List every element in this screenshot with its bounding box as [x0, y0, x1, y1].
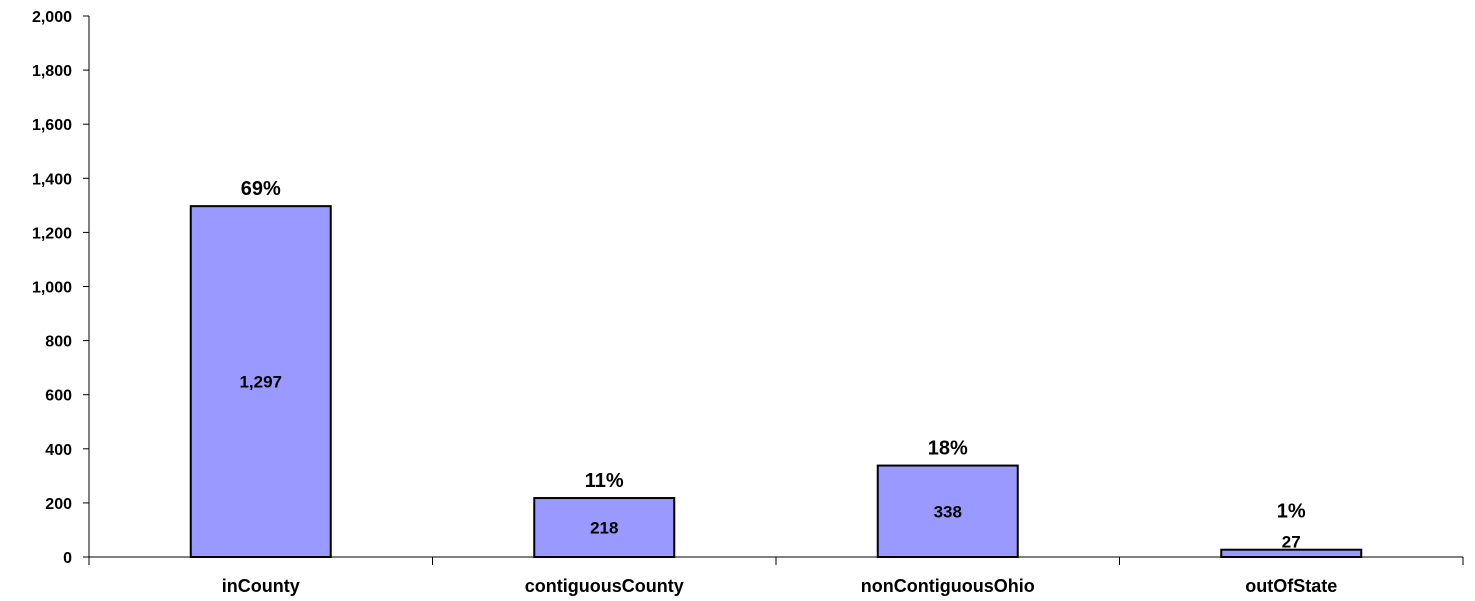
x-tick-label: outOfState — [1245, 576, 1337, 596]
percent-label: 11% — [585, 470, 624, 492]
y-tick-label: 1,600 — [32, 117, 72, 134]
bar — [876, 464, 1019, 559]
value-label: 1,297 — [239, 373, 282, 392]
y-tick-label: 200 — [45, 496, 72, 513]
percent-label: 69% — [241, 178, 281, 200]
bar — [533, 497, 676, 559]
value-label: 218 — [590, 519, 618, 538]
bar — [1220, 548, 1363, 558]
y-tick-label: 2,000 — [32, 9, 72, 26]
value-label: 338 — [934, 502, 962, 521]
y-tick-label: 400 — [45, 442, 72, 459]
percent-label: 1% — [1277, 501, 1306, 523]
x-tick-label: nonContiguousOhio — [861, 576, 1035, 596]
bars — [189, 205, 1363, 559]
y-tick-label: 600 — [45, 388, 72, 405]
bar — [189, 205, 332, 558]
y-tick-label: 1,200 — [32, 225, 72, 242]
y-axis: 0 200 400 600 800 1,000 1,200 1,400 1,600 1,800 2,… — [32, 9, 90, 567]
percent-label: 18% — [928, 438, 968, 460]
y-tick-label: 1,400 — [32, 171, 72, 188]
y-tick-label: 0 — [63, 550, 72, 567]
y-tick-label: 800 — [45, 334, 72, 351]
value-label: 27 — [1282, 533, 1301, 552]
x-tick-label: inCounty — [222, 576, 300, 596]
y-tick-label: 1,000 — [32, 280, 72, 297]
x-axis: inCounty contiguousCounty nonContiguousOhi… — [88, 556, 1464, 596]
data-labels: 1,297 69% 218 11% 338 18% 27 1% — [239, 178, 1305, 552]
y-tick-label: 1,800 — [32, 63, 72, 80]
x-tick-label: contiguousCounty — [525, 576, 684, 596]
